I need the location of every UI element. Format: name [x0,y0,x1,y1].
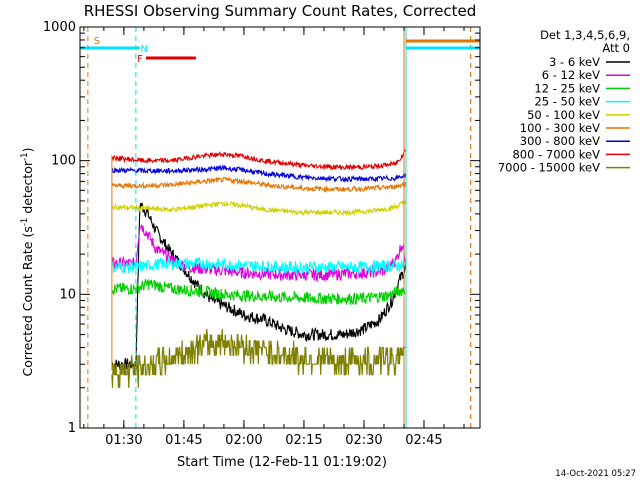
series-line-0 [111,202,406,370]
legend-label-2: 12 - 25 keV [534,81,600,95]
series-line-6 [111,164,406,184]
x-tick-label: 01:30 [105,433,142,448]
series-line-7 [111,149,406,172]
y-tick-label: 10 [59,287,76,302]
marker-layer [87,27,472,428]
series-line-3 [111,256,406,274]
plot-frame [79,26,481,429]
legend-label-1: 6 - 12 keV [542,68,600,82]
x-tick-label: 02:00 [225,433,262,448]
x-tick-label: 02:45 [405,433,442,448]
series-line-4 [111,199,406,217]
flag-layer: S NF [80,36,480,65]
legend-label-5: 100 - 300 keV [520,121,600,135]
y-tick-label: 100 [51,154,76,169]
y-axis-label: Corrected Count Rate (s-1 detector-1) [20,148,35,377]
ylabel-end: ) [20,148,35,153]
legend-label-6: 300 - 800 keV [520,134,600,148]
svg-text:Corrected Count Rate (s-1 dete: Corrected Count Rate (s-1 detector-1) [20,148,35,377]
series-line-2 [111,278,406,306]
x-tick-label: 01:45 [165,433,202,448]
x-axis-label: Start Time (12-Feb-11 01:19:02) [177,455,387,470]
y-tick-label: 1000 [43,20,76,35]
y-tick-label: 1 [68,421,76,436]
ylabel-mid: detector [20,160,35,218]
legend-label-3: 25 - 50 keV [534,95,600,109]
chart-title: RHESSI Observing Summary Count Rates, Co… [84,2,477,20]
legend-label-0: 3 - 6 keV [549,55,600,69]
flag-label-n: N [140,44,147,55]
x-tick-label: 02:30 [345,433,382,448]
ylabel-sup1: -1 [20,218,30,226]
axis-layer: 01:30 01:45 02:00 02:15 02:30 02:45 1 10 100 1000 [43,20,480,448]
series-layer [111,149,406,388]
series-line-5 [111,175,406,194]
ylabel-main: Corrected Count Rate (s [20,226,35,376]
ylabel-sup2: -1 [20,152,30,160]
legend-label-7: 800 - 7000 keV [512,147,600,161]
legend-header-1: Det 1,3,4,5,6,9, [540,28,630,42]
legend-header-2: Att 0 [602,41,630,55]
flag-label-s: S [94,36,100,47]
legend-label-8: 7000 - 15000 keV [498,161,600,175]
flag-label-f: F [137,54,143,65]
series-line-1 [111,223,406,283]
x-tick-label: 02:15 [285,433,322,448]
series-line-8 [111,328,406,388]
footer-date: 14-Oct-2021 05:27 [555,469,636,479]
legend-label-4: 50 - 100 keV [527,108,600,122]
